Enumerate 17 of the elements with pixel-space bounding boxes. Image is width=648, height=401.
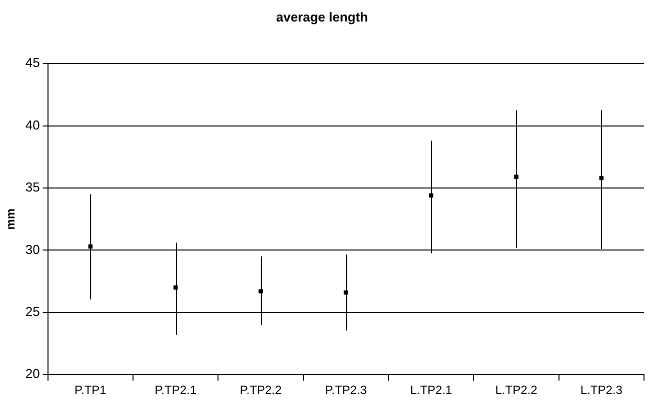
x-tick-label: P.TP2.1 xyxy=(154,383,197,398)
x-tick-label: P.TP1 xyxy=(74,383,107,398)
y-tick-label: 25 xyxy=(25,304,40,319)
x-tick-label: L.TP2.2 xyxy=(495,383,538,398)
point xyxy=(514,174,518,179)
x-tick-label: L.TP2.3 xyxy=(580,383,623,398)
y-tick-label: 20 xyxy=(25,366,40,382)
point xyxy=(258,289,263,294)
y-axis-title: mm xyxy=(4,208,18,230)
y-tick-label: 30 xyxy=(25,242,40,257)
x-tick-label: P.TP2.2 xyxy=(240,383,282,398)
x-tick-label: P.TP2.3 xyxy=(325,383,368,398)
y-tick-label: 45 xyxy=(25,55,40,70)
y-tick-label: 40 xyxy=(25,117,40,132)
x-tick-label: L.TP2.1 xyxy=(410,383,452,398)
chart-title: average length xyxy=(276,9,368,24)
y-tick-label: 35 xyxy=(25,180,40,195)
